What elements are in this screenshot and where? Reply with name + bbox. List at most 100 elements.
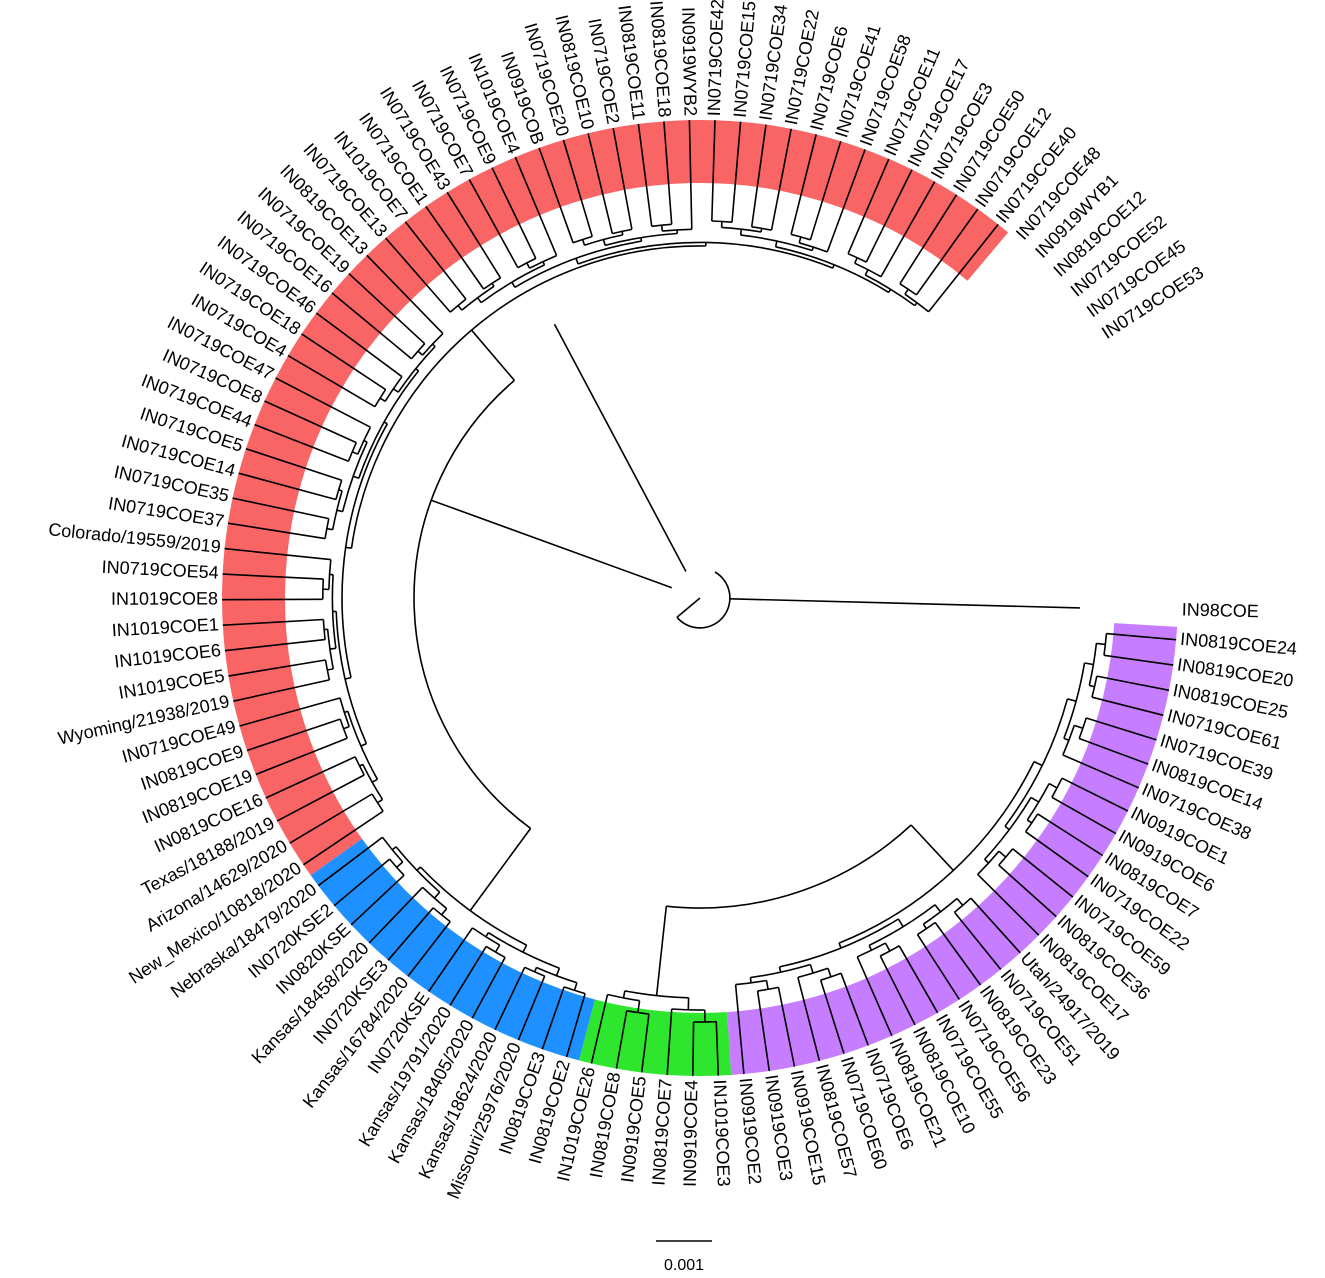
- tip-label: IN1019COE8: [111, 588, 218, 608]
- red-clade-branch: [446, 191, 502, 279]
- purple-clade-branch: [897, 918, 904, 928]
- red-clade-branch: [457, 304, 463, 311]
- red-clade-branch: [514, 156, 558, 256]
- red-clade-branch: [383, 421, 388, 425]
- red-clade-branch: [826, 149, 866, 253]
- red-clade-branch: [348, 273, 426, 345]
- red-clade-branch: [289, 793, 373, 844]
- purple-clade-branch: [898, 945, 939, 1014]
- purple-clade-branch: [840, 972, 869, 1046]
- blue-clade-branch: [407, 921, 451, 977]
- clade-band-blue: [310, 838, 595, 1061]
- red-clade-branch: [431, 343, 436, 348]
- blue-clade-node: [524, 966, 546, 977]
- red-clade-branch: [511, 281, 516, 288]
- blue-clade-branch: [494, 944, 501, 953]
- red-clade-node: [397, 346, 436, 393]
- root-branch: [729, 598, 1080, 609]
- blue-clade-branch: [522, 944, 528, 953]
- purple-clade-node: [797, 967, 829, 979]
- purple-clade-branch: [998, 864, 1057, 918]
- tip-label: IN0719COE54: [101, 557, 219, 583]
- tip-label: IN0719COE15: [730, 0, 760, 118]
- tip-label: IN0819COE24: [1179, 629, 1297, 659]
- red-clade-node: [847, 252, 867, 263]
- red-clade-branch: [491, 167, 537, 259]
- purple-clade-branch: [1089, 684, 1095, 688]
- red-clade-branch: [222, 618, 324, 626]
- purple-clade-branch: [1067, 698, 1077, 702]
- purple-clade-branch: [934, 922, 982, 986]
- blue-clade-branch: [350, 874, 405, 926]
- red-clade-node: [904, 293, 930, 313]
- red-clade-node: [864, 274, 916, 307]
- blue-clade-branch: [368, 886, 424, 944]
- red-clade-branch: [392, 388, 399, 393]
- red-clade-branch: [847, 158, 890, 255]
- red-clade-node: [899, 283, 917, 296]
- red-clade-branch: [526, 262, 531, 269]
- red-clade-branch: [468, 179, 519, 269]
- green-clade-node: [671, 1008, 705, 1011]
- red-clade-branch: [265, 756, 356, 799]
- red-clade-branch: [880, 181, 936, 278]
- purple-clade-branch: [1096, 675, 1170, 692]
- purple-clade-branch: [1026, 819, 1033, 824]
- purple-stem: [910, 824, 954, 871]
- purple-clade-branch: [977, 873, 1040, 936]
- red-clade-node: [775, 246, 890, 294]
- red-clade-branch: [352, 475, 360, 479]
- purple-clade-branch: [1033, 760, 1043, 767]
- blue-clade-branch: [416, 866, 421, 871]
- purple-clade-branch: [1012, 848, 1074, 898]
- red-clade-branch: [224, 547, 331, 561]
- red-clade-branch: [379, 397, 386, 402]
- purple-clade-branch: [953, 911, 1002, 971]
- purple-clade-branch: [970, 897, 1021, 954]
- purple-clade-branch: [1106, 632, 1177, 641]
- red-clade-branch: [809, 140, 842, 241]
- tip-label: IN0919WYB2: [678, 7, 700, 116]
- red-clade-branch: [476, 297, 482, 304]
- red-clade-branch: [246, 718, 341, 752]
- red-clade-branch: [688, 120, 693, 230]
- red-clade-branch: [238, 472, 337, 501]
- red-clade-branch: [276, 774, 365, 822]
- red-clade-branch: [904, 288, 909, 295]
- purple-clade-node: [757, 986, 779, 992]
- red-clade-node: [798, 242, 828, 253]
- purple-clade-node: [1088, 643, 1098, 686]
- red-clade-branch: [538, 147, 574, 244]
- blue-clade-branch: [317, 836, 383, 887]
- purple-clade-branch: [1030, 796, 1040, 803]
- purple-clade-node: [879, 945, 900, 957]
- red-clade-branch: [254, 423, 349, 462]
- purple-clade-branch: [922, 923, 928, 930]
- blue-clade-branch: [555, 967, 561, 976]
- root-stub: [676, 597, 701, 618]
- purple-clade-branch: [1061, 777, 1129, 812]
- green-clade-branch: [615, 1010, 628, 1069]
- purple-clade-branch: [956, 897, 964, 906]
- purple-clade-branch: [998, 850, 1007, 858]
- red-clade-branch: [425, 205, 485, 290]
- blue-clade-branch: [533, 967, 538, 973]
- red-clade-branch: [637, 123, 653, 227]
- red-clade-branch: [404, 221, 467, 300]
- blue-clade-branch: [427, 927, 474, 992]
- purple-clade-node: [922, 897, 958, 925]
- tip-label: IN0919COE5: [617, 1075, 650, 1184]
- green-clade-branch: [715, 1021, 720, 1076]
- blue-clade-branch: [494, 966, 526, 1031]
- red-clade-node: [347, 442, 358, 462]
- red-clade-branch: [327, 668, 334, 671]
- red-clade-branch: [344, 676, 352, 680]
- green-clade-branch: [666, 1008, 673, 1075]
- red-clade-branch: [581, 239, 586, 246]
- purple-clade-node: [735, 979, 767, 986]
- red-clade-branch: [302, 810, 384, 866]
- red-clade-branch: [660, 225, 664, 232]
- red-clade-branch: [811, 246, 815, 251]
